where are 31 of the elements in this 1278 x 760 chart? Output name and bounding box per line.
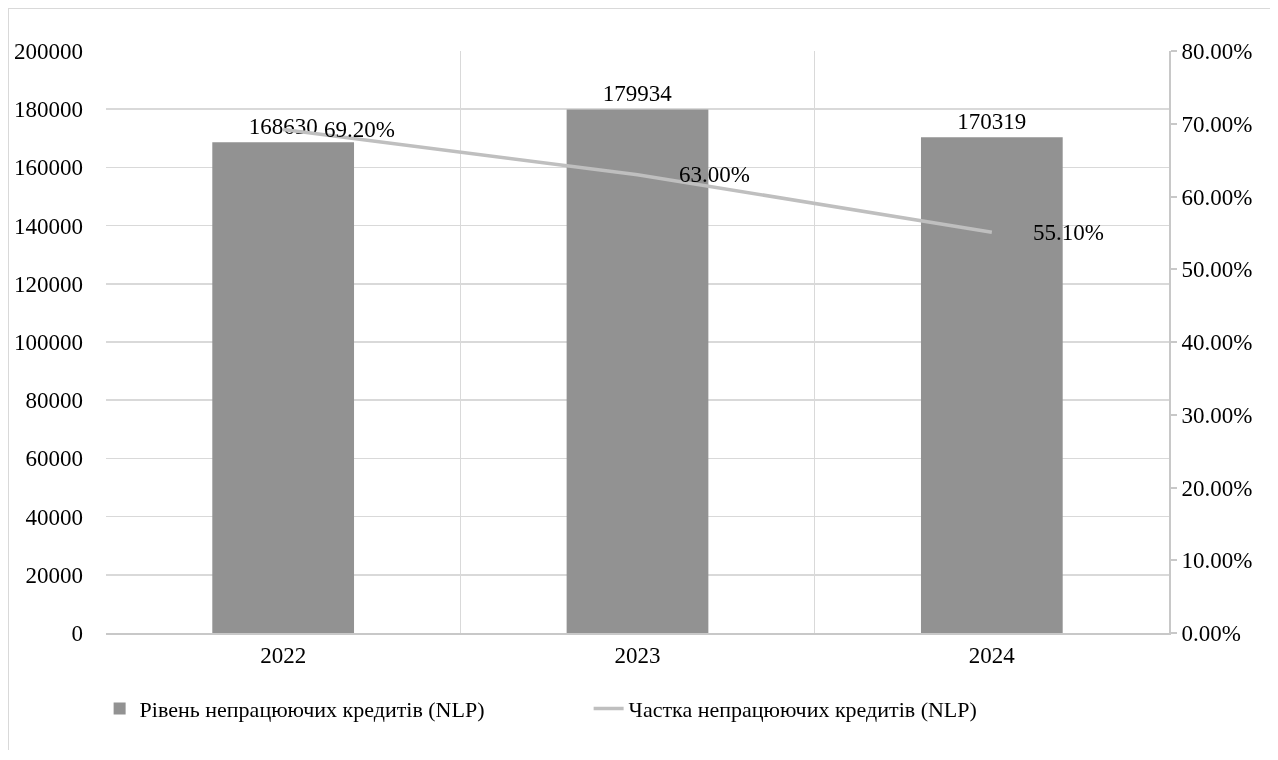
y-tick-label: 40000 [25,504,83,530]
y-tick-label: 140000 [14,213,83,239]
y-tick-label: 120000 [14,271,83,297]
data-label: 170319 [957,109,1027,135]
y2-tick-label: 20.00% [1181,475,1253,501]
y-tick-label: 60000 [25,446,83,472]
y2-tick-label: 30.00% [1181,402,1253,428]
y-tick-label: 180000 [14,97,83,123]
legend-label: Рівень непрацюючих кредитів (NLP) [139,697,485,723]
y2-tick-label: 80.00% [1181,39,1253,65]
y-tick-label: 0 [71,621,83,647]
y-tick-label: 100000 [14,330,83,356]
y-tick-label: 160000 [14,155,83,181]
y2-tick-label: 0.00% [1181,621,1242,647]
data-label: 69.20% [324,117,395,142]
x-tick-label: 2023 [614,642,661,668]
y2-tick-label: 50.00% [1181,257,1253,283]
data-label: 63.00% [679,162,750,187]
y2-tick-label: 60.00% [1181,184,1253,210]
y2-tick-label: 40.00% [1181,330,1253,356]
data-label: 55.10% [1033,220,1104,245]
bar [212,142,355,633]
y-tick-label: 200000 [14,39,83,65]
y-tick-label: 20000 [25,562,83,588]
x-tick-label: 2024 [968,642,1016,668]
legend-label: Частка непрацюючих кредитів (NLP) [628,697,977,723]
data-label: 179934 [602,81,673,107]
y2-tick-label: 70.00% [1181,111,1253,137]
x-tick-label: 2022 [260,642,307,668]
y2-tick-label: 10.00% [1181,548,1253,574]
y-tick-label: 80000 [25,388,83,414]
